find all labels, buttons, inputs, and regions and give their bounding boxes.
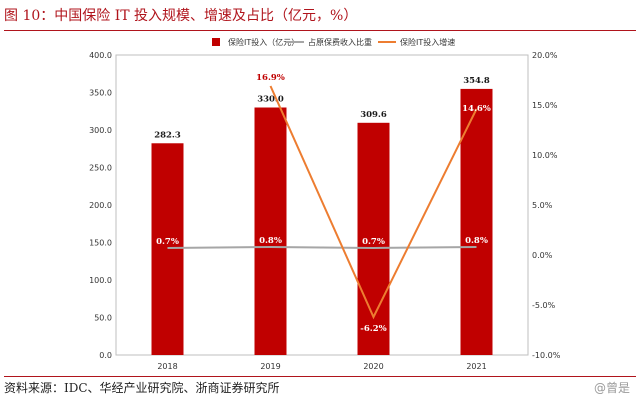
right-axis-tick-label: 0.0%: [532, 251, 553, 260]
legend-label: 保险IT投入（亿元）: [228, 37, 299, 47]
share-data-label: 0.8%: [465, 236, 488, 246]
x-axis-tick-label: 2018: [157, 362, 177, 371]
plot-frame: [115, 54, 529, 356]
left-axis-tick-label: 150.0: [89, 239, 112, 248]
left-axis-tick-label: 100.0: [89, 276, 112, 285]
right-axis-tick-label: 15.0%: [532, 101, 558, 110]
right-axis-tick-label: 5.0%: [532, 201, 553, 210]
bar-it-investment: [254, 107, 287, 355]
right-axis-tick-label: -10.0%: [532, 351, 561, 360]
growth-data-label: 16.9%: [256, 73, 285, 83]
x-axis-tick-label: 2019: [260, 362, 280, 371]
left-axis-tick-label: 0.0: [99, 351, 112, 360]
left-axis-tick-label: 350.0: [89, 89, 112, 98]
left-axis-tick-label: 200.0: [89, 201, 112, 210]
growth-data-label: 14.6%: [462, 104, 491, 114]
left-axis-tick-label: 50.0: [94, 314, 112, 323]
chart-area: 0.0 50.0 100.0 150.0 200.0 250.0 300.0 350.0 400…: [89, 37, 561, 371]
bar-data-label: 330.0: [257, 95, 284, 105]
left-axis-tick-label: 300.0: [89, 126, 112, 135]
share-data-label: 0.8%: [259, 236, 282, 246]
share-line: [167, 245, 477, 250]
share-data-label: 0.7%: [362, 237, 385, 247]
watermark: @曾是: [593, 381, 630, 395]
bar-it-investment: [151, 143, 184, 355]
source-note: 资料来源：IDC、华经产业研究院、浙商证券研究所: [4, 381, 280, 395]
title-divider: [4, 30, 636, 31]
growth-line: [269, 85, 478, 320]
legend-label: 占原保费收入比重: [308, 37, 372, 47]
figure-title: 图 10：中国保险 IT 投入规模、增速及占比（亿元，%）: [4, 8, 358, 24]
right-axis-tick-label: 20.0%: [532, 51, 558, 60]
legend-swatch-bar: [212, 38, 220, 46]
bar-it-investment: [460, 88, 493, 356]
left-axis-tick-label: 250.0: [89, 164, 112, 173]
x-axis-tick-label: 2020: [363, 362, 383, 371]
bar-data-label: 354.8: [463, 76, 490, 86]
right-axis-tick-label: 10.0%: [532, 151, 558, 160]
legend-label: 保险IT投入增速: [400, 37, 455, 47]
bar-data-label: 309.6: [360, 110, 387, 120]
x-axis-tick-label: 2021: [466, 362, 486, 371]
right-axis-tick-label: -5.0%: [532, 301, 556, 310]
share-data-label: 0.7%: [156, 237, 179, 247]
source-divider: [4, 376, 636, 377]
growth-data-label: -6.2%: [360, 324, 386, 334]
left-axis-tick-label: 400.0: [89, 51, 112, 60]
bar-data-label: 282.3: [154, 130, 181, 140]
